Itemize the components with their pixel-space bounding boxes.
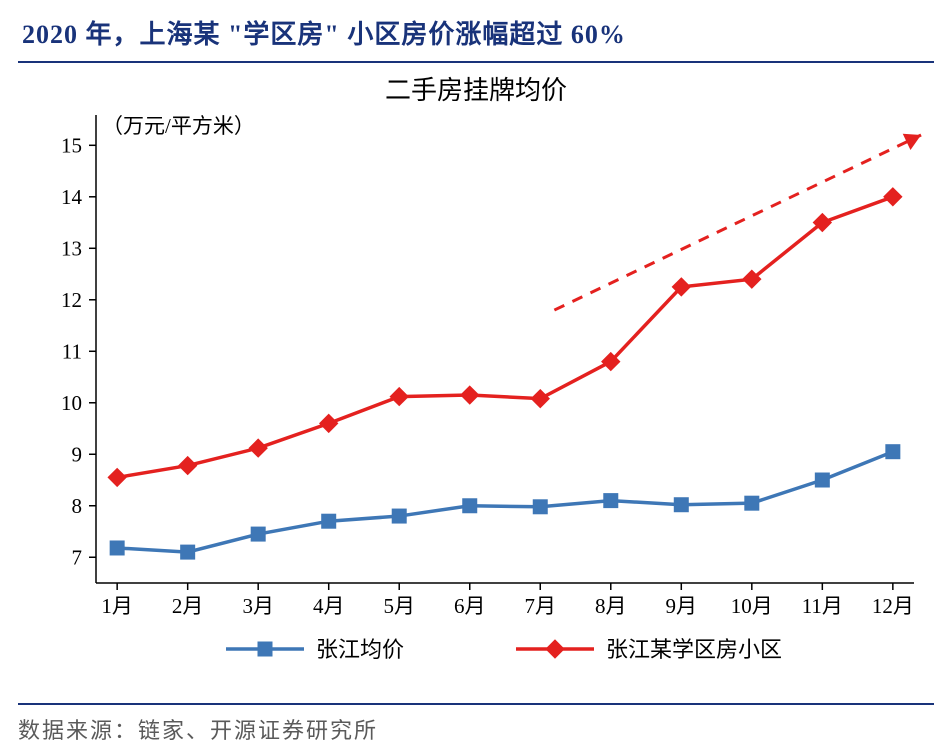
square-marker xyxy=(745,496,759,510)
y-tick-label: 9 xyxy=(72,442,83,466)
legend-label: 张江均价 xyxy=(316,637,404,662)
square-marker xyxy=(533,500,547,514)
x-tick-label: 6月 xyxy=(454,594,486,618)
y-tick-label: 7 xyxy=(72,545,83,569)
y-tick-label: 15 xyxy=(61,133,82,157)
square-marker xyxy=(392,509,406,523)
square-marker xyxy=(604,494,618,508)
y-tick-label: 10 xyxy=(61,391,82,415)
square-marker xyxy=(815,473,829,487)
square-marker xyxy=(110,541,124,555)
unit-label: （万元/平方米） xyxy=(102,114,255,138)
y-tick-label: 13 xyxy=(61,236,82,260)
x-tick-label: 1月 xyxy=(101,594,133,618)
page-title: 2020 年，上海某 "学区房" 小区房价涨幅超过 60% xyxy=(22,20,626,49)
line-chart: 二手房挂牌均价 （万元/平方米） 7 8 9 10 11 12 13 14 15 1月 2月 3月 4月 5月… xyxy=(18,63,934,695)
y-tick-label: 12 xyxy=(61,288,82,312)
diamond-marker xyxy=(390,388,408,406)
square-marker xyxy=(322,514,336,528)
diamond-marker xyxy=(179,457,197,475)
title-bar: 2020 年，上海某 "学区房" 小区房价涨幅超过 60% xyxy=(18,8,934,63)
x-tick-label: 5月 xyxy=(383,594,415,618)
x-tick-label: 11月 xyxy=(802,594,843,618)
square-marker xyxy=(463,499,477,513)
x-tick-label: 8月 xyxy=(595,594,627,618)
diamond-marker xyxy=(884,188,902,206)
square-marker xyxy=(251,527,265,541)
y-tick-label: 11 xyxy=(62,339,82,363)
source-line: 数据来源：链家、开源证券研究所 xyxy=(18,703,934,745)
y-tick-label: 8 xyxy=(72,494,83,518)
trend-arrow xyxy=(554,135,921,310)
x-tick-label: 4月 xyxy=(313,594,345,618)
x-tick-label: 2月 xyxy=(172,594,204,618)
y-tick-label: 14 xyxy=(61,185,83,209)
chart-area: 二手房挂牌均价 （万元/平方米） 7 8 9 10 11 12 13 14 15 1月 2月 3月 4月 5月… xyxy=(18,63,934,703)
diamond-marker xyxy=(108,468,126,486)
source-label: 数据来源：链家、开源证券研究所 xyxy=(18,718,378,743)
legend-label: 张江某学区房小区 xyxy=(606,637,782,662)
square-marker xyxy=(181,545,195,559)
x-tick-label: 7月 xyxy=(525,594,557,618)
square-marker xyxy=(674,498,688,512)
square-marker xyxy=(886,445,900,459)
x-tick-label: 12月 xyxy=(872,594,914,618)
diamond-marker xyxy=(320,414,338,432)
x-tick-label: 9月 xyxy=(666,594,698,618)
series-line xyxy=(117,197,893,478)
diamond-marker xyxy=(249,439,267,457)
diamond-marker xyxy=(531,390,549,408)
x-tick-label: 3月 xyxy=(242,594,274,618)
x-tick-label: 10月 xyxy=(731,594,773,618)
chart-title: 二手房挂牌均价 xyxy=(385,76,567,105)
series-line xyxy=(117,452,893,552)
diamond-marker xyxy=(461,386,479,404)
